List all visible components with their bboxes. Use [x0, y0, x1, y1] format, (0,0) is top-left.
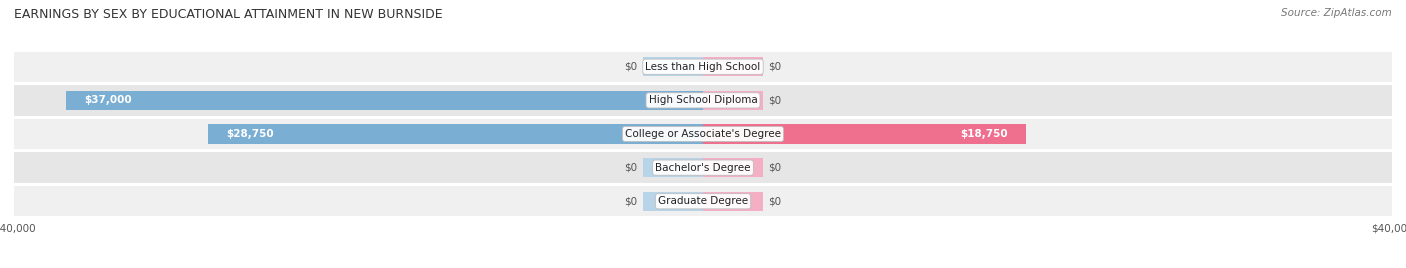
Text: $0: $0 — [624, 163, 637, 173]
Bar — [14, 85, 1392, 116]
Text: $0: $0 — [769, 196, 782, 206]
Text: $0: $0 — [624, 196, 637, 206]
Bar — [703, 124, 1026, 144]
Text: $0: $0 — [769, 95, 782, 105]
Bar — [703, 57, 763, 76]
Text: Graduate Degree: Graduate Degree — [658, 196, 748, 206]
Bar — [66, 91, 703, 110]
Bar — [643, 192, 703, 211]
Text: College or Associate's Degree: College or Associate's Degree — [626, 129, 780, 139]
Bar — [643, 57, 703, 76]
Text: $0: $0 — [624, 62, 637, 72]
Text: Less than High School: Less than High School — [645, 62, 761, 72]
Text: $18,750: $18,750 — [960, 129, 1008, 139]
Text: $28,750: $28,750 — [226, 129, 274, 139]
Bar — [14, 52, 1392, 82]
Legend: Male, Female: Male, Female — [647, 267, 759, 268]
Bar — [703, 158, 763, 177]
Bar — [14, 186, 1392, 216]
Text: $0: $0 — [769, 62, 782, 72]
Bar — [14, 152, 1392, 183]
Bar — [14, 119, 1392, 149]
Text: EARNINGS BY SEX BY EDUCATIONAL ATTAINMENT IN NEW BURNSIDE: EARNINGS BY SEX BY EDUCATIONAL ATTAINMEN… — [14, 8, 443, 21]
Bar — [703, 91, 763, 110]
Text: $0: $0 — [769, 163, 782, 173]
Text: Bachelor's Degree: Bachelor's Degree — [655, 163, 751, 173]
Text: Source: ZipAtlas.com: Source: ZipAtlas.com — [1281, 8, 1392, 18]
Bar — [208, 124, 703, 144]
Bar — [643, 158, 703, 177]
Text: High School Diploma: High School Diploma — [648, 95, 758, 105]
Bar — [703, 192, 763, 211]
Text: $37,000: $37,000 — [84, 95, 131, 105]
